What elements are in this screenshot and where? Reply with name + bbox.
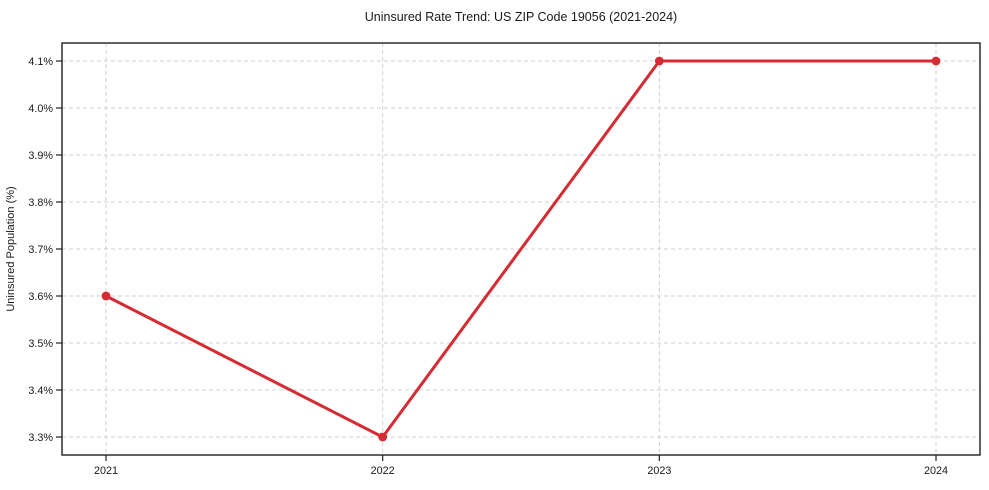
- y-tick-label: 3.5%: [28, 338, 53, 350]
- data-point: [654, 56, 664, 66]
- x-tick-label: 2023: [647, 465, 671, 477]
- axis-layer: 3.3% 3.4% 3.5% 3.6% 3.7% 3.8% 3.9% 4.0% 4.1% 2021…: [28, 42, 981, 477]
- x-tick-label: 2022: [371, 465, 395, 477]
- y-tick-label: 4.0%: [28, 103, 53, 115]
- x-tick-label: 2021: [94, 465, 118, 477]
- chart-title: Uninsured Rate Trend: US ZIP Code 19056 …: [365, 10, 677, 24]
- y-tick-label: 3.7%: [28, 244, 53, 256]
- y-tick-label: 3.3%: [28, 432, 53, 444]
- trend-line: [104, 59, 938, 439]
- data-point: [378, 432, 388, 442]
- data-point: [101, 291, 111, 301]
- x-tick-label: 2024: [924, 465, 948, 477]
- series-layer: [101, 56, 941, 442]
- y-tick-label: 3.4%: [28, 385, 53, 397]
- y-tick-label: 3.9%: [28, 150, 53, 162]
- data-point: [931, 56, 941, 66]
- y-tick-label: 3.8%: [28, 197, 53, 209]
- y-tick-label: 3.6%: [28, 291, 53, 303]
- y-tick-label: 4.1%: [28, 56, 53, 68]
- y-axis-label: Uninsured Population (%): [5, 186, 17, 311]
